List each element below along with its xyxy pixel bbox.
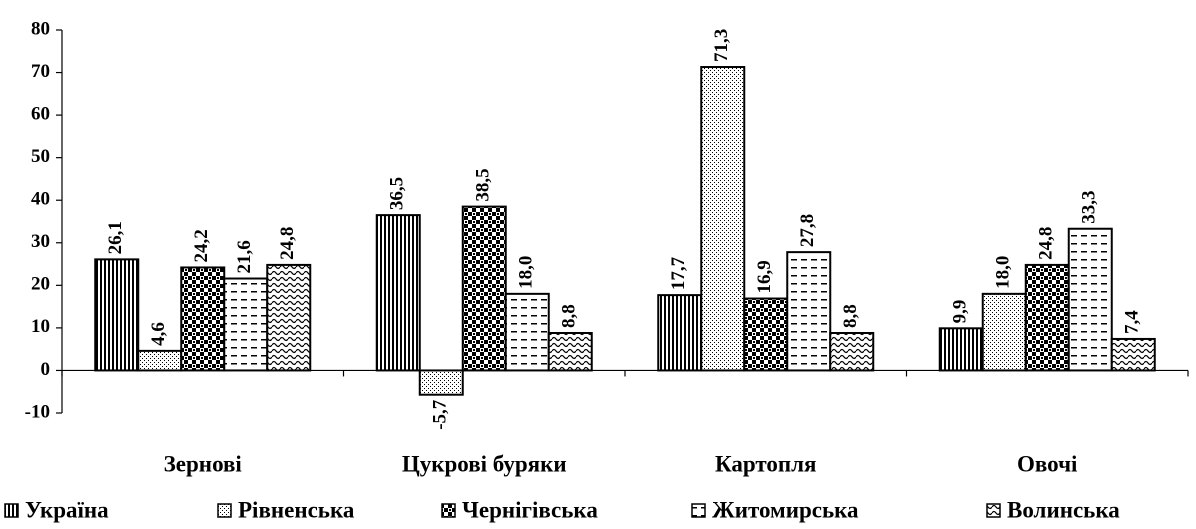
- legend-swatch: [441, 503, 456, 518]
- value-label: 4,6: [148, 322, 169, 346]
- bar: [657, 294, 703, 372]
- legend-swatch: [4, 503, 19, 518]
- value-label: 16,9: [754, 260, 775, 293]
- bar: [547, 331, 593, 372]
- value-label: 9,9: [950, 300, 971, 324]
- value-label: 38,5: [473, 168, 494, 201]
- bar: [461, 205, 507, 372]
- bar: [700, 66, 746, 372]
- x-tick-label: Зернові: [164, 451, 243, 476]
- legend-label: Житомирська: [712, 497, 859, 522]
- bar: [1067, 227, 1113, 372]
- y-tick-label: 70: [31, 61, 50, 82]
- bar: [137, 349, 183, 372]
- bar: [94, 258, 140, 372]
- y-tick-label: 30: [31, 231, 50, 252]
- bar: [938, 327, 984, 372]
- value-label: 26,1: [105, 221, 126, 254]
- value-label: -5,7: [430, 399, 451, 430]
- legend-label: Чернігівська: [462, 497, 598, 522]
- y-tick-label: 20: [31, 274, 50, 295]
- y-tick-label: 10: [31, 316, 50, 337]
- legend-swatch: [691, 503, 706, 518]
- y-tick-label: 80: [31, 18, 50, 39]
- bar: [743, 297, 789, 372]
- legend-label: Україна: [25, 497, 109, 522]
- y-tick-label: 60: [31, 103, 50, 124]
- value-label: 17,7: [668, 256, 689, 290]
- value-label: 36,5: [387, 177, 408, 210]
- bar: [266, 263, 312, 372]
- x-tick-label: Цукрові буряки: [402, 451, 567, 476]
- y-tick-label: 50: [31, 146, 50, 167]
- legend-swatch: [217, 503, 232, 518]
- value-label: 24,2: [191, 229, 212, 262]
- value-label: 33,3: [1079, 190, 1100, 223]
- value-label: 71,3: [711, 29, 732, 62]
- value-label: 21,6: [234, 240, 255, 273]
- x-tick-label: Овочі: [1017, 451, 1078, 476]
- x-tick-label: Картопля: [715, 451, 816, 476]
- value-label: 8,8: [840, 304, 861, 328]
- y-tick-label: -10: [25, 401, 50, 422]
- value-label: 24,8: [1036, 227, 1057, 260]
- legend-label: Волинська: [1007, 497, 1120, 522]
- value-label: 27,8: [797, 214, 818, 247]
- value-label: 24,8: [277, 227, 298, 260]
- value-label: 7,4: [1122, 310, 1143, 334]
- bar: [981, 292, 1027, 372]
- legend-swatch: [986, 503, 1001, 518]
- value-label: 8,8: [559, 304, 580, 328]
- bar: [1024, 263, 1070, 372]
- bar: [829, 331, 875, 372]
- value-label: 18,0: [993, 256, 1014, 289]
- bar: [223, 277, 269, 372]
- value-label: 18,0: [516, 256, 537, 289]
- bar: [1110, 337, 1156, 372]
- y-tick-label: 0: [41, 359, 51, 380]
- y-tick-label: 40: [31, 189, 50, 210]
- bar: [375, 214, 421, 372]
- bar: [786, 251, 832, 372]
- bar: [418, 369, 464, 396]
- bar: [504, 292, 550, 372]
- bar: [180, 266, 226, 372]
- legend-label: Рівненська: [238, 497, 355, 522]
